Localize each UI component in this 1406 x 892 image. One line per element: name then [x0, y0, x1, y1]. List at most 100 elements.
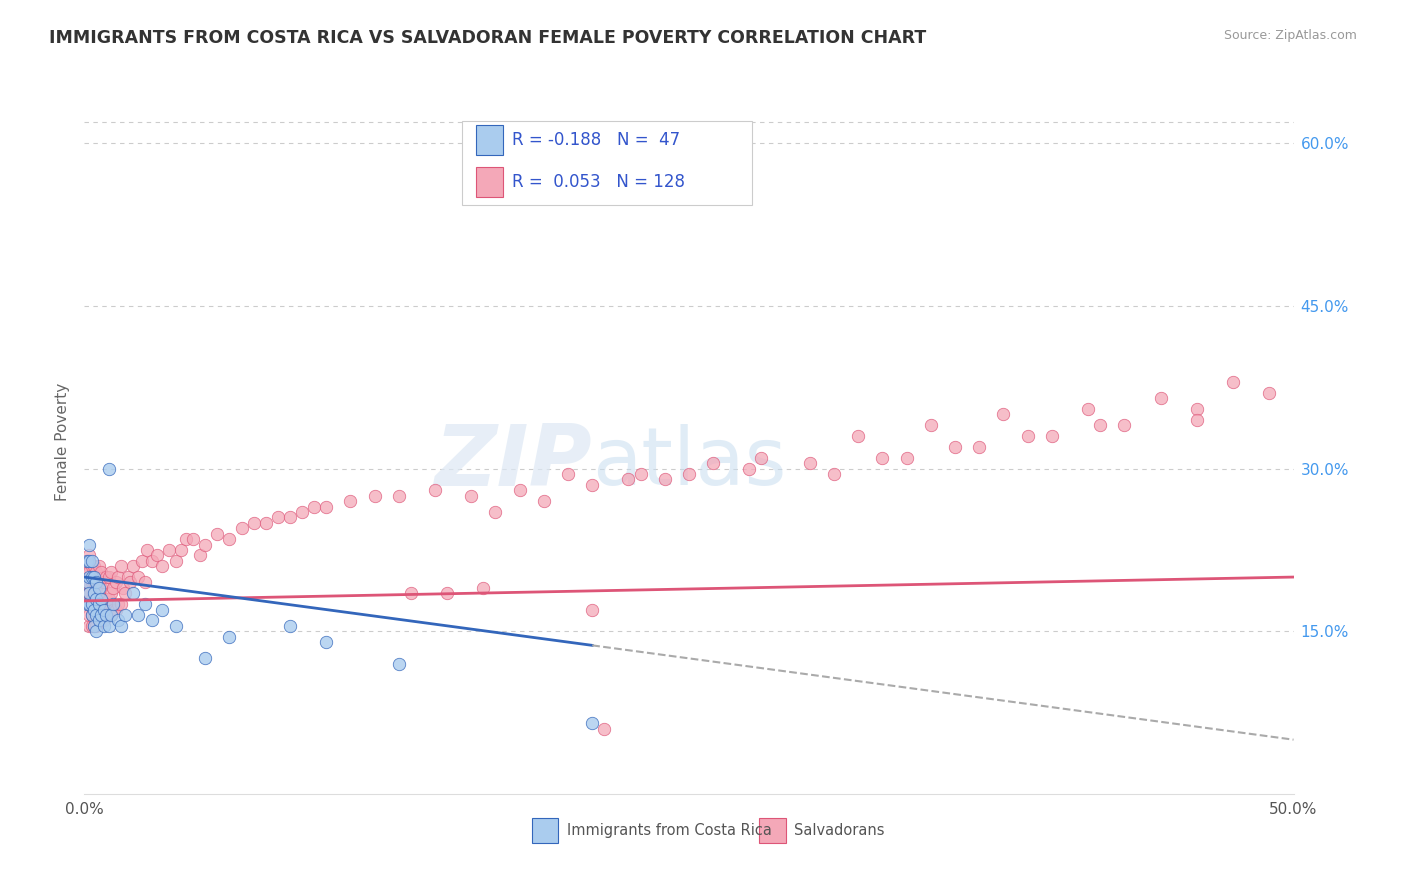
Point — [678, 467, 700, 481]
Point — [302, 500, 325, 514]
Text: Salvadorans: Salvadorans — [794, 823, 884, 838]
Point — [120, 575, 142, 590]
Point — [207, 526, 229, 541]
Point — [738, 461, 761, 475]
Point — [278, 510, 301, 524]
Point — [103, 602, 125, 616]
Point — [100, 586, 122, 600]
Point — [110, 619, 132, 633]
Point — [150, 559, 173, 574]
Point — [436, 586, 458, 600]
Point — [83, 607, 105, 622]
Point — [315, 635, 337, 649]
Point — [339, 494, 361, 508]
Point — [190, 549, 212, 563]
Point — [83, 586, 105, 600]
Point — [110, 559, 132, 574]
Point — [593, 722, 616, 736]
Point — [76, 575, 98, 590]
Point — [80, 554, 103, 568]
Point — [146, 549, 169, 563]
Point — [97, 461, 120, 475]
Point — [1149, 391, 1171, 405]
Point — [114, 586, 136, 600]
Point — [218, 630, 240, 644]
Point — [80, 591, 103, 606]
Point — [97, 570, 120, 584]
Point — [97, 591, 120, 606]
Point — [93, 619, 115, 633]
Point — [112, 581, 135, 595]
Point — [80, 619, 103, 633]
Point — [86, 565, 108, 579]
Point — [872, 450, 894, 465]
Point — [943, 440, 966, 454]
Point — [967, 440, 990, 454]
Point — [83, 619, 105, 633]
Point — [242, 516, 264, 530]
Point — [86, 575, 108, 590]
Point — [1114, 418, 1136, 433]
Point — [93, 597, 115, 611]
Point — [80, 575, 103, 590]
FancyBboxPatch shape — [531, 818, 558, 843]
Point — [97, 619, 120, 633]
Point — [83, 597, 105, 611]
Point — [76, 597, 98, 611]
Point — [76, 565, 98, 579]
Point — [94, 607, 117, 622]
Point — [165, 619, 187, 633]
Point — [630, 467, 652, 481]
Point — [100, 607, 122, 622]
Point — [107, 614, 129, 628]
Point — [896, 450, 918, 465]
Point — [846, 429, 869, 443]
Point — [127, 570, 149, 584]
Point — [77, 554, 100, 568]
Point — [104, 602, 127, 616]
Point — [83, 559, 105, 574]
Point — [107, 597, 129, 611]
Point — [87, 575, 110, 590]
Point — [751, 450, 773, 465]
Point — [150, 602, 173, 616]
Point — [77, 619, 100, 633]
Point — [1088, 418, 1111, 433]
Point — [823, 467, 845, 481]
Point — [77, 586, 100, 600]
Point — [86, 591, 108, 606]
Point — [90, 597, 112, 611]
Point — [363, 489, 385, 503]
Point — [1185, 402, 1208, 417]
Point — [94, 607, 117, 622]
Point — [93, 614, 115, 628]
Point — [76, 597, 98, 611]
Point — [1222, 375, 1244, 389]
Point — [174, 532, 197, 546]
Point — [77, 537, 100, 551]
Point — [77, 575, 100, 590]
Point — [702, 456, 724, 470]
Point — [90, 614, 112, 628]
Point — [231, 521, 253, 535]
Point — [131, 554, 153, 568]
Point — [90, 591, 112, 606]
Point — [533, 494, 555, 508]
Point — [181, 532, 204, 546]
Point — [399, 586, 422, 600]
Point — [87, 591, 110, 606]
FancyBboxPatch shape — [461, 121, 752, 205]
Point — [581, 602, 603, 616]
Point — [77, 570, 100, 584]
Point — [83, 575, 105, 590]
Point — [77, 565, 100, 579]
Point — [90, 581, 112, 595]
Point — [581, 716, 603, 731]
Point — [110, 597, 132, 611]
Point — [472, 581, 495, 595]
Point — [141, 554, 163, 568]
Point — [77, 607, 100, 622]
Text: Immigrants from Costa Rica: Immigrants from Costa Rica — [567, 823, 772, 838]
Point — [76, 575, 98, 590]
Point — [165, 554, 187, 568]
